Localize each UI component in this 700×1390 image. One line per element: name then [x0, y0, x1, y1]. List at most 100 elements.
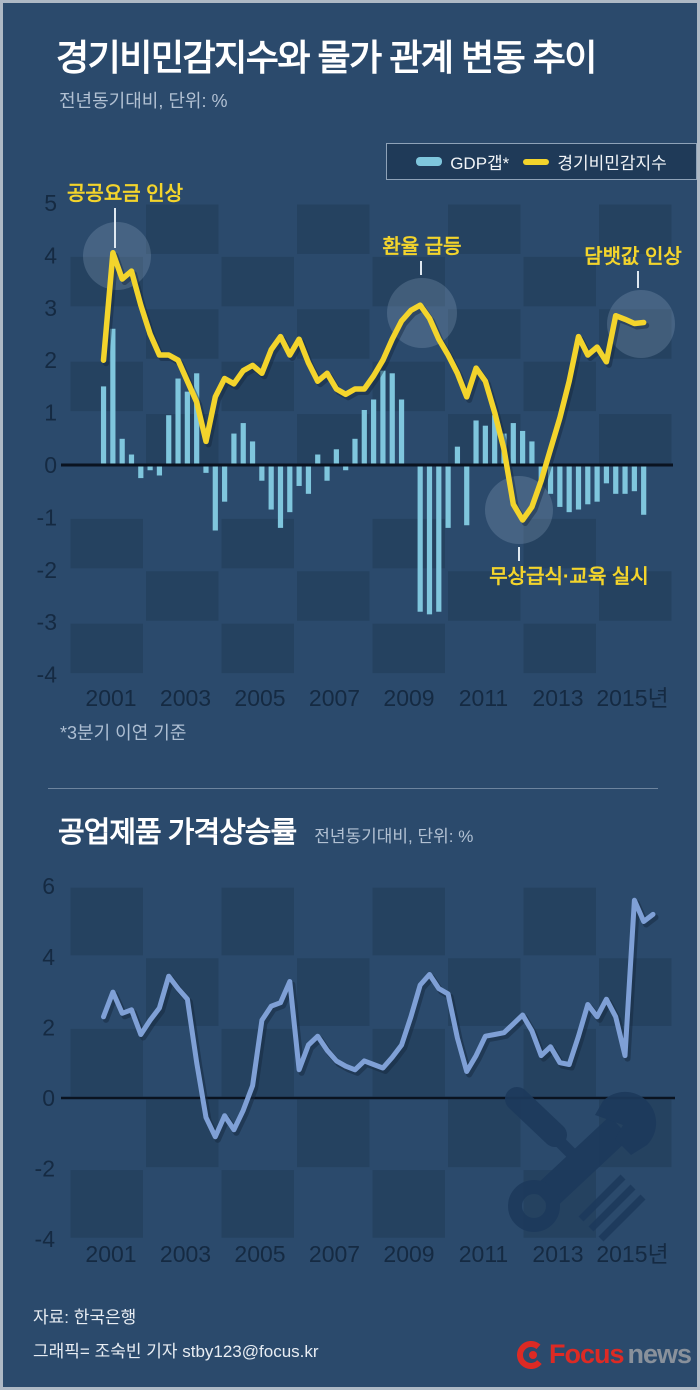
- focus-news-logo: Focus news: [516, 1339, 692, 1370]
- gdp-gap-bar: [277, 465, 284, 528]
- gdp-gap-bar: [454, 446, 461, 465]
- gdp-gap-bar: [110, 328, 116, 465]
- gdp-gap-bar: [436, 465, 442, 612]
- gdp-gap-bar: [268, 465, 274, 510]
- grid-cell: [523, 361, 596, 412]
- gdp-gap-bar: [613, 465, 619, 494]
- page-subtitle: 전년동기대비, 단위: %: [59, 91, 228, 111]
- gdp-gap-bar: [343, 465, 349, 471]
- grid-cell: [297, 414, 370, 464]
- chart-legend: GDP갭* 경기비민감지수: [386, 143, 697, 180]
- grid-cell: [221, 518, 294, 569]
- annotation-highlight-circle: [387, 278, 457, 348]
- grid-cell: [372, 256, 445, 307]
- tools-watermark-icon: [505, 1087, 657, 1242]
- y-axis-label: -4: [35, 1226, 56, 1252]
- y-axis-label: 0: [42, 1085, 55, 1111]
- gdp-gap-bar: [426, 465, 433, 615]
- grid-cell: [599, 571, 672, 621]
- gdp-gap-bar: [156, 465, 163, 476]
- gdp-gap-bar: [175, 378, 181, 465]
- gdp-gap-bar: [622, 465, 628, 494]
- logo-news-text: news: [627, 1339, 692, 1369]
- line-swatch-icon: [523, 158, 550, 165]
- x-axis-label: 2005: [234, 685, 285, 711]
- y-axis-label: -4: [37, 662, 58, 688]
- x-axis-label: 2015년: [596, 685, 668, 711]
- gdp-gap-bar: [594, 465, 600, 502]
- gdp-gap-bar: [361, 409, 367, 465]
- gdp-gap-bar: [119, 438, 125, 465]
- gdp-gap-bar: [547, 465, 554, 494]
- annotation-label: 무상급식·교육 실시: [489, 565, 648, 588]
- gdp-gap-bar: [194, 373, 200, 465]
- gdp-gap-bar: [184, 391, 190, 465]
- grid-cell: [523, 623, 596, 674]
- gdp-gap-bar: [296, 465, 302, 486]
- grid-cell: [146, 571, 219, 621]
- grid-cell: [448, 309, 521, 359]
- gdp-gap-bar: [138, 465, 144, 479]
- grid-cell: [70, 887, 143, 956]
- gdp-gap-bar: [417, 465, 423, 612]
- x-axis-label: 2011: [459, 685, 508, 711]
- gdp-gap-bar: [231, 433, 237, 465]
- gdp-gap-bar: [100, 386, 107, 465]
- footnote: *3분기 이연 기준: [60, 723, 187, 743]
- legend-item-gdp-gap: GDP갭*: [416, 149, 509, 174]
- gdp-gap-bar: [203, 465, 209, 473]
- grid-cell: [523, 518, 596, 569]
- gdp-gap-bar: [389, 373, 395, 465]
- focus-news-logo-icon: [516, 1340, 545, 1369]
- gdp-gap-bar: [324, 465, 330, 481]
- grid-cell: [448, 958, 521, 1026]
- gdp-gap-bar: [603, 465, 610, 484]
- gdp-gap-bar: [147, 465, 153, 471]
- y-axis-label: 4: [42, 944, 55, 970]
- logo-focus-text: Focus: [548, 1339, 625, 1369]
- annotation-label: 환율 급등: [382, 235, 461, 258]
- grid-cell: [599, 204, 672, 254]
- gdp-gap-bar: [510, 423, 516, 465]
- grid-cell: [599, 414, 672, 464]
- x-axis-label: 2011: [459, 1241, 508, 1267]
- grid-cell: [297, 204, 370, 254]
- x-axis-label: 2001: [85, 1241, 136, 1267]
- x-axis-label: 2013: [532, 1241, 583, 1267]
- y-axis-label: 2: [44, 347, 57, 373]
- chart2-title: 공업제품 가격상승률: [58, 817, 297, 849]
- grid-cell: [297, 958, 370, 1026]
- gdp-gap-bar: [631, 465, 637, 492]
- grid-cell: [70, 518, 143, 569]
- gdp-gap-bar: [315, 454, 321, 465]
- grid-cell: [70, 361, 143, 412]
- gdp-gap-bar: [492, 415, 498, 465]
- grid-cell: [448, 204, 521, 254]
- gdp-gap-bar: [520, 430, 526, 465]
- gdp-gap-bar: [380, 370, 386, 465]
- x-axis-label: 2007: [309, 1241, 360, 1267]
- legend-label: 경기비민감지수: [557, 154, 667, 173]
- grid-cell: [297, 1099, 370, 1168]
- gdp-gap-bar: [287, 465, 293, 513]
- legend-item-nonsensitive-index: 경기비민감지수: [523, 149, 667, 174]
- grid-cell: [523, 256, 596, 307]
- legend-label: GDP갭*: [450, 154, 510, 173]
- grid-cell: [221, 887, 294, 956]
- grid-cell: [372, 887, 445, 956]
- price-line: [101, 897, 656, 1140]
- x-axis-label: 2013: [532, 685, 583, 711]
- section-divider: [48, 788, 658, 789]
- grid-cell: [523, 887, 596, 956]
- gdp-gap-bar: [445, 465, 451, 528]
- x-axis-label: 2015년: [596, 1241, 668, 1267]
- gdp-gap-bar: [398, 399, 405, 465]
- gdp-gap-bar: [240, 423, 246, 465]
- grid-cell: [221, 1170, 294, 1238]
- gdp-gap-bar: [585, 465, 591, 505]
- gdp-gap-bar: [575, 465, 582, 510]
- gdp-gap-bar: [464, 465, 470, 526]
- x-axis-label: 2009: [383, 685, 434, 711]
- grid-cell: [448, 571, 521, 621]
